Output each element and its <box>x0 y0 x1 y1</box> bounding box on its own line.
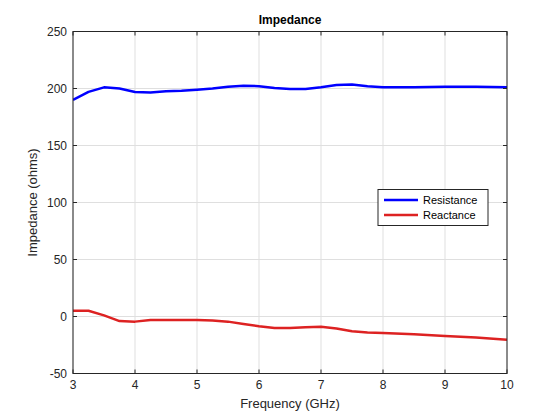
legend-label: Resistance <box>423 194 477 206</box>
x-tick-label: 8 <box>380 378 387 392</box>
y-tick <box>503 373 507 374</box>
y-tick <box>73 316 77 317</box>
x-tick <box>507 32 508 36</box>
y-grid-line <box>73 145 507 146</box>
x-tick-label: 3 <box>70 378 77 392</box>
chart: 3 4 5 6 7 8 9 10 -50 0 50 100 150 200 250 Impedance Freq… <box>0 0 560 420</box>
x-tick <box>383 370 384 374</box>
series-group <box>73 85 507 340</box>
y-tick-label: -50 <box>50 367 68 381</box>
y-axis-label: Impedance (ohms) <box>25 148 40 256</box>
y-tick <box>503 31 507 32</box>
y-grid-line <box>73 259 507 260</box>
x-tick-label: 9 <box>442 378 449 392</box>
legend-swatch <box>384 199 418 202</box>
x-tick <box>135 32 136 36</box>
y-tick-label: 0 <box>60 310 67 324</box>
x-tick <box>445 370 446 374</box>
plot-area <box>73 32 507 374</box>
y-tick <box>503 145 507 146</box>
legend: Resistance Reactance <box>378 190 488 226</box>
x-tick-label: 10 <box>500 378 514 392</box>
x-tick <box>383 32 384 36</box>
y-tick-label: 100 <box>47 196 67 210</box>
y-tick <box>73 31 77 32</box>
x-tick <box>259 370 260 374</box>
x-axis-label: Frequency (GHz) <box>240 396 340 411</box>
y-tick <box>73 259 77 260</box>
x-tick-label: 4 <box>132 378 139 392</box>
y-grid-line <box>73 316 507 317</box>
y-tick <box>503 202 507 203</box>
y-tick <box>73 145 77 146</box>
y-tick-label: 150 <box>47 139 67 153</box>
x-tick <box>321 32 322 36</box>
y-tick <box>503 88 507 89</box>
series-line <box>73 311 507 340</box>
y-tick-label: 250 <box>47 25 67 39</box>
x-tick-label: 5 <box>194 378 201 392</box>
series-line <box>73 85 507 100</box>
background <box>0 0 560 420</box>
x-tick <box>259 32 260 36</box>
x-tick <box>507 370 508 374</box>
y-tick-label: 200 <box>47 82 67 96</box>
y-tick <box>503 259 507 260</box>
legend-label: Reactance <box>423 209 476 221</box>
x-tick <box>197 370 198 374</box>
x-tick <box>197 32 198 36</box>
x-tick <box>321 370 322 374</box>
y-tick <box>73 88 77 89</box>
axes-frame <box>73 32 507 374</box>
legend-box <box>378 190 488 226</box>
title: Impedance <box>259 13 322 27</box>
x-tick <box>73 32 74 36</box>
y-tick <box>503 316 507 317</box>
legend-swatch <box>384 214 418 217</box>
x-tick-label: 6 <box>256 378 263 392</box>
x-tick-label: 7 <box>318 378 325 392</box>
y-tick <box>73 373 77 374</box>
y-tick <box>73 202 77 203</box>
y-tick-label: 50 <box>54 253 68 267</box>
x-tick <box>73 370 74 374</box>
x-tick <box>135 370 136 374</box>
x-tick <box>445 32 446 36</box>
